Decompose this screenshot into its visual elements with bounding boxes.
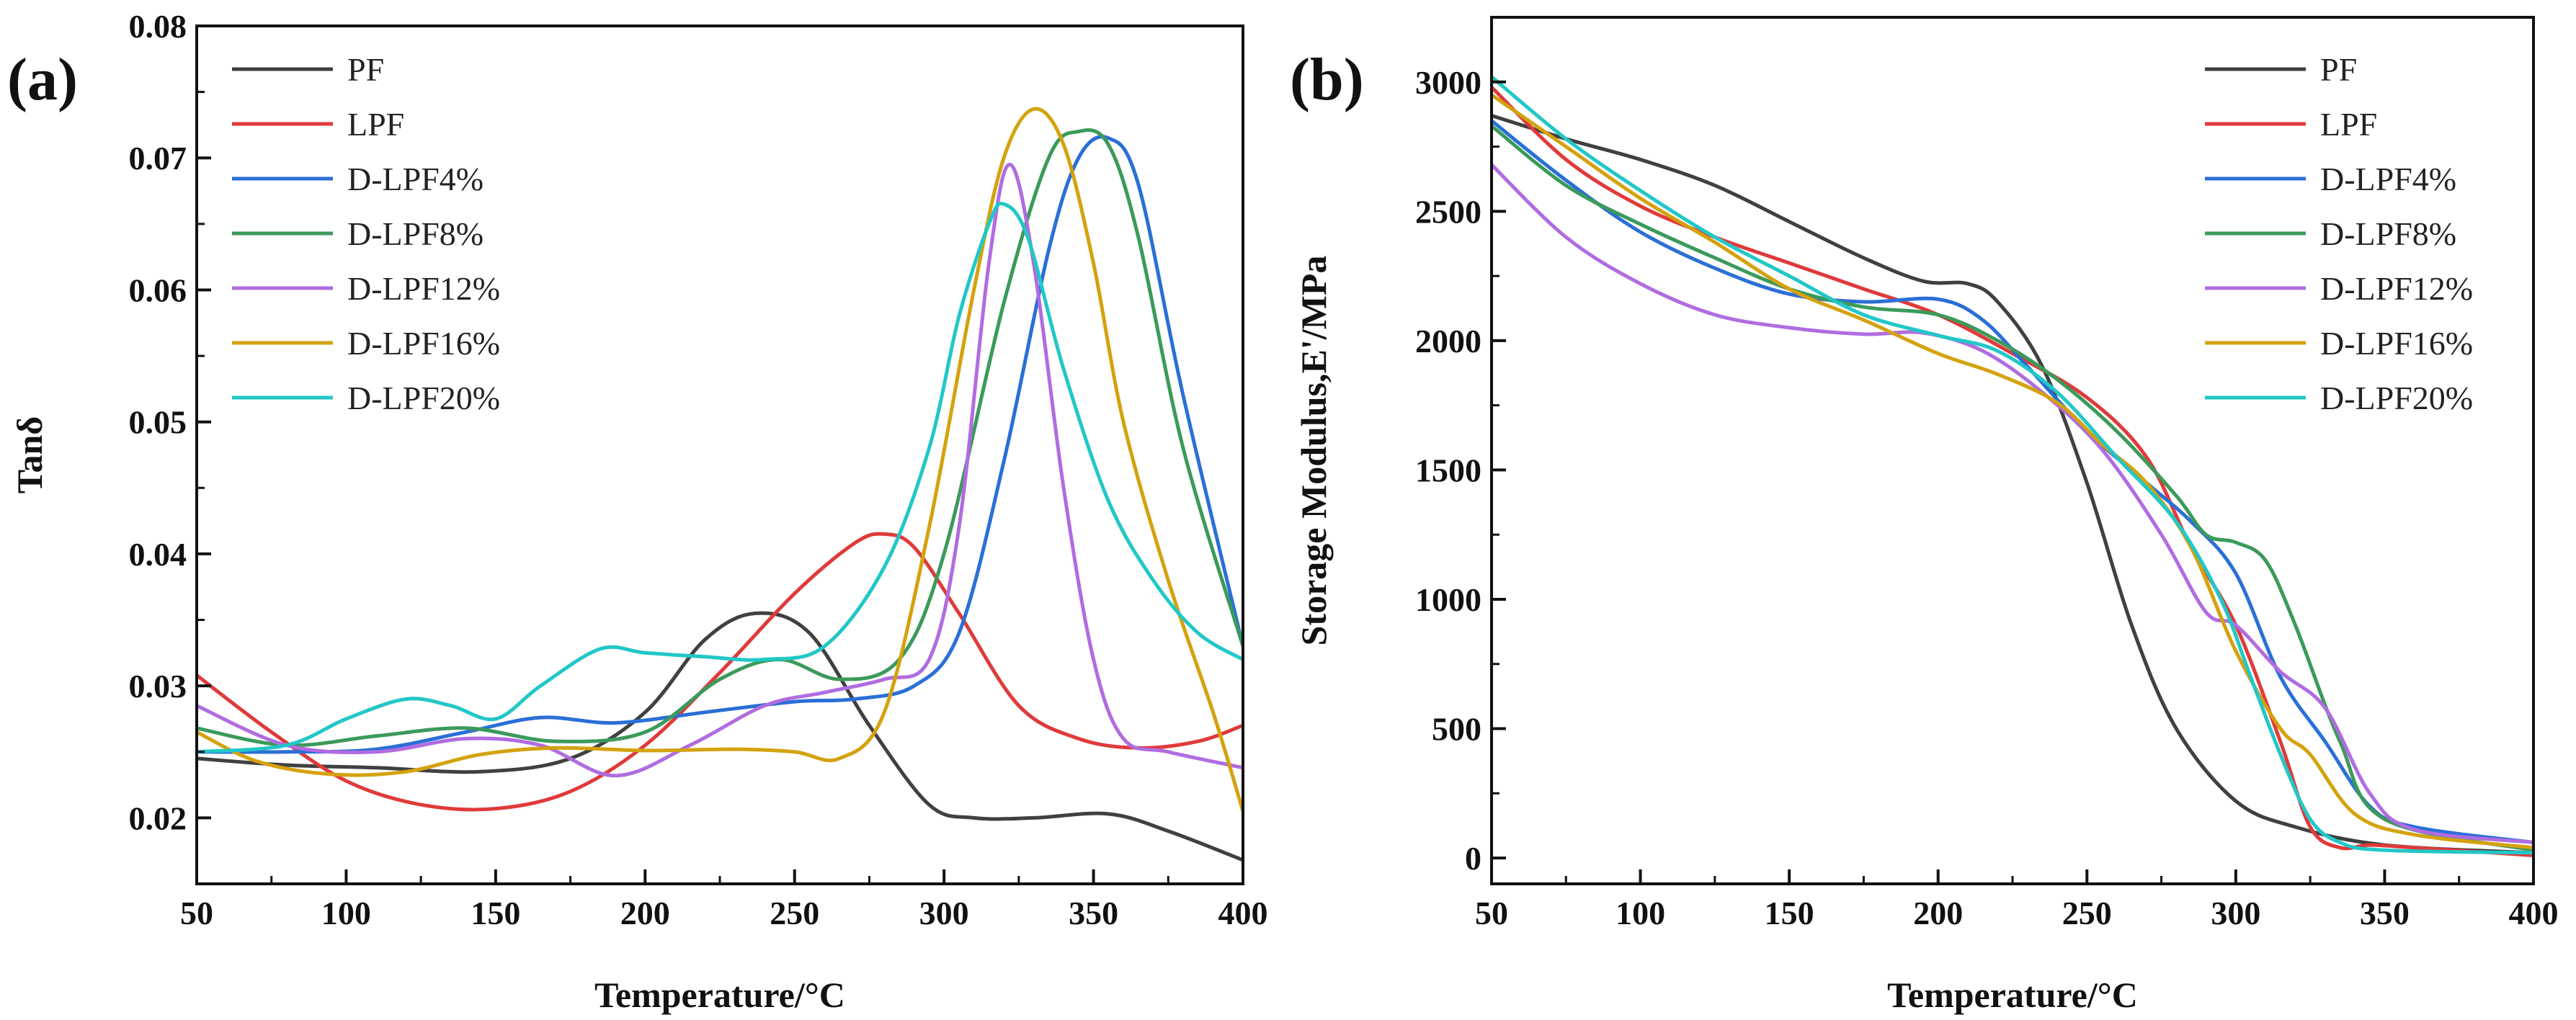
y-axis-title: Storage Modulus,E'/MPa	[1293, 256, 1334, 646]
x-tick-label: 400	[2509, 895, 2559, 931]
x-tick-label: 300	[2211, 895, 2260, 931]
x-tick-label: 350	[1069, 895, 1118, 931]
series-line-d-lpf20-	[1492, 75, 2533, 855]
y-tick-label: 0.08	[129, 8, 187, 45]
y-tick-label: 3000	[1415, 64, 1481, 101]
y-tick-label: 1000	[1415, 581, 1481, 618]
series-line-lpf	[197, 532, 1243, 812]
panel-b: 50 100 150 200 250 300 350 400 0 500 1000 1500 2000 2…	[1290, 16, 2559, 1015]
legend-label: PF	[347, 51, 384, 88]
y-axis-title: Tanδ	[9, 416, 50, 494]
legend-label: D-LPF12%	[2320, 270, 2473, 307]
legend-label: D-LPF16%	[347, 325, 500, 362]
y-tick-label: 0	[1465, 840, 1481, 877]
series-line-d-lpf20-	[197, 202, 1243, 754]
series-line-pf	[1492, 114, 2533, 855]
legend-label: D-LPF16%	[2320, 325, 2473, 362]
x-axis-title: Temperature/°C	[594, 975, 845, 1015]
series-line-d-lpf16-	[197, 107, 1243, 813]
x-tick-label: 350	[2360, 895, 2410, 931]
series-line-pf	[197, 611, 1243, 862]
x-tick-label: 50	[180, 895, 213, 931]
y-tick-label: 0.03	[129, 668, 187, 704]
legend-label: D-LPF4%	[2320, 161, 2456, 197]
y-tick-label: 0.06	[129, 272, 187, 308]
y-tick-label: 500	[1432, 711, 1481, 748]
panel-label: (a)	[7, 46, 78, 113]
series-line-d-lpf8-	[1492, 124, 2533, 852]
legend-label: PF	[2320, 51, 2357, 88]
y-tick-label: 0.04	[129, 536, 187, 573]
series-group	[1492, 75, 2533, 857]
x-tick-label: 150	[1765, 895, 1814, 931]
legend-label: D-LPF8%	[347, 215, 483, 252]
x-tick-label: 200	[1913, 895, 1963, 931]
legend-label: D-LPF12%	[347, 270, 500, 307]
x-tick-label: 250	[770, 895, 819, 931]
series-line-d-lpf12-	[1492, 163, 2533, 844]
x-tick-label: 50	[1475, 895, 1508, 931]
legend-label: D-LPF8%	[2320, 215, 2456, 252]
legend-label: LPF	[347, 106, 404, 143]
x-axis-title: Temperature/°C	[1887, 975, 2138, 1015]
legend-label: D-LPF20%	[2320, 380, 2473, 416]
series-line-d-lpf16-	[1492, 93, 2533, 850]
series-line-d-lpf8-	[197, 128, 1243, 748]
y-tick-label: 2500	[1415, 193, 1481, 230]
legend-label: D-LPF4%	[347, 161, 483, 197]
series-line-d-lpf12-	[197, 162, 1243, 778]
y-tick-label: 2000	[1415, 323, 1481, 359]
panel-label: (b)	[1290, 46, 1364, 113]
series-line-d-lpf4-	[1492, 119, 2533, 844]
x-tick-label: 400	[1218, 895, 1268, 931]
y-tick-label: 0.02	[129, 800, 187, 836]
x-tick-label: 250	[2062, 895, 2112, 931]
legend: PF LPF D-LPF4% D-LPF8% D-LPF12% D-LPF16% D-LPF…	[232, 51, 500, 416]
legend: PF LPF D-LPF4% D-LPF8% D-LPF12% D-LPF16% D-LPF…	[2205, 51, 2473, 416]
y-tick-label: 1500	[1415, 452, 1481, 488]
x-tick-label: 150	[471, 895, 520, 931]
plot-frame	[1490, 16, 2535, 885]
x-tick-label: 200	[620, 895, 670, 931]
panel-a: 50 100 150 200 250 300 350 400 0.02 0.03 0.04 0.05 0…	[7, 8, 1268, 1015]
x-tick-label: 300	[919, 895, 969, 931]
y-tick-label: 0.05	[129, 404, 187, 441]
x-tick-label: 100	[321, 895, 371, 931]
x-tick-label: 100	[1615, 895, 1665, 931]
plot-frame	[195, 24, 1244, 885]
legend-label: LPF	[2320, 106, 2377, 143]
series-group	[197, 107, 1243, 862]
legend-label: D-LPF20%	[347, 380, 500, 416]
y-tick-label: 0.07	[129, 140, 187, 176]
series-line-d-lpf4-	[197, 135, 1243, 754]
